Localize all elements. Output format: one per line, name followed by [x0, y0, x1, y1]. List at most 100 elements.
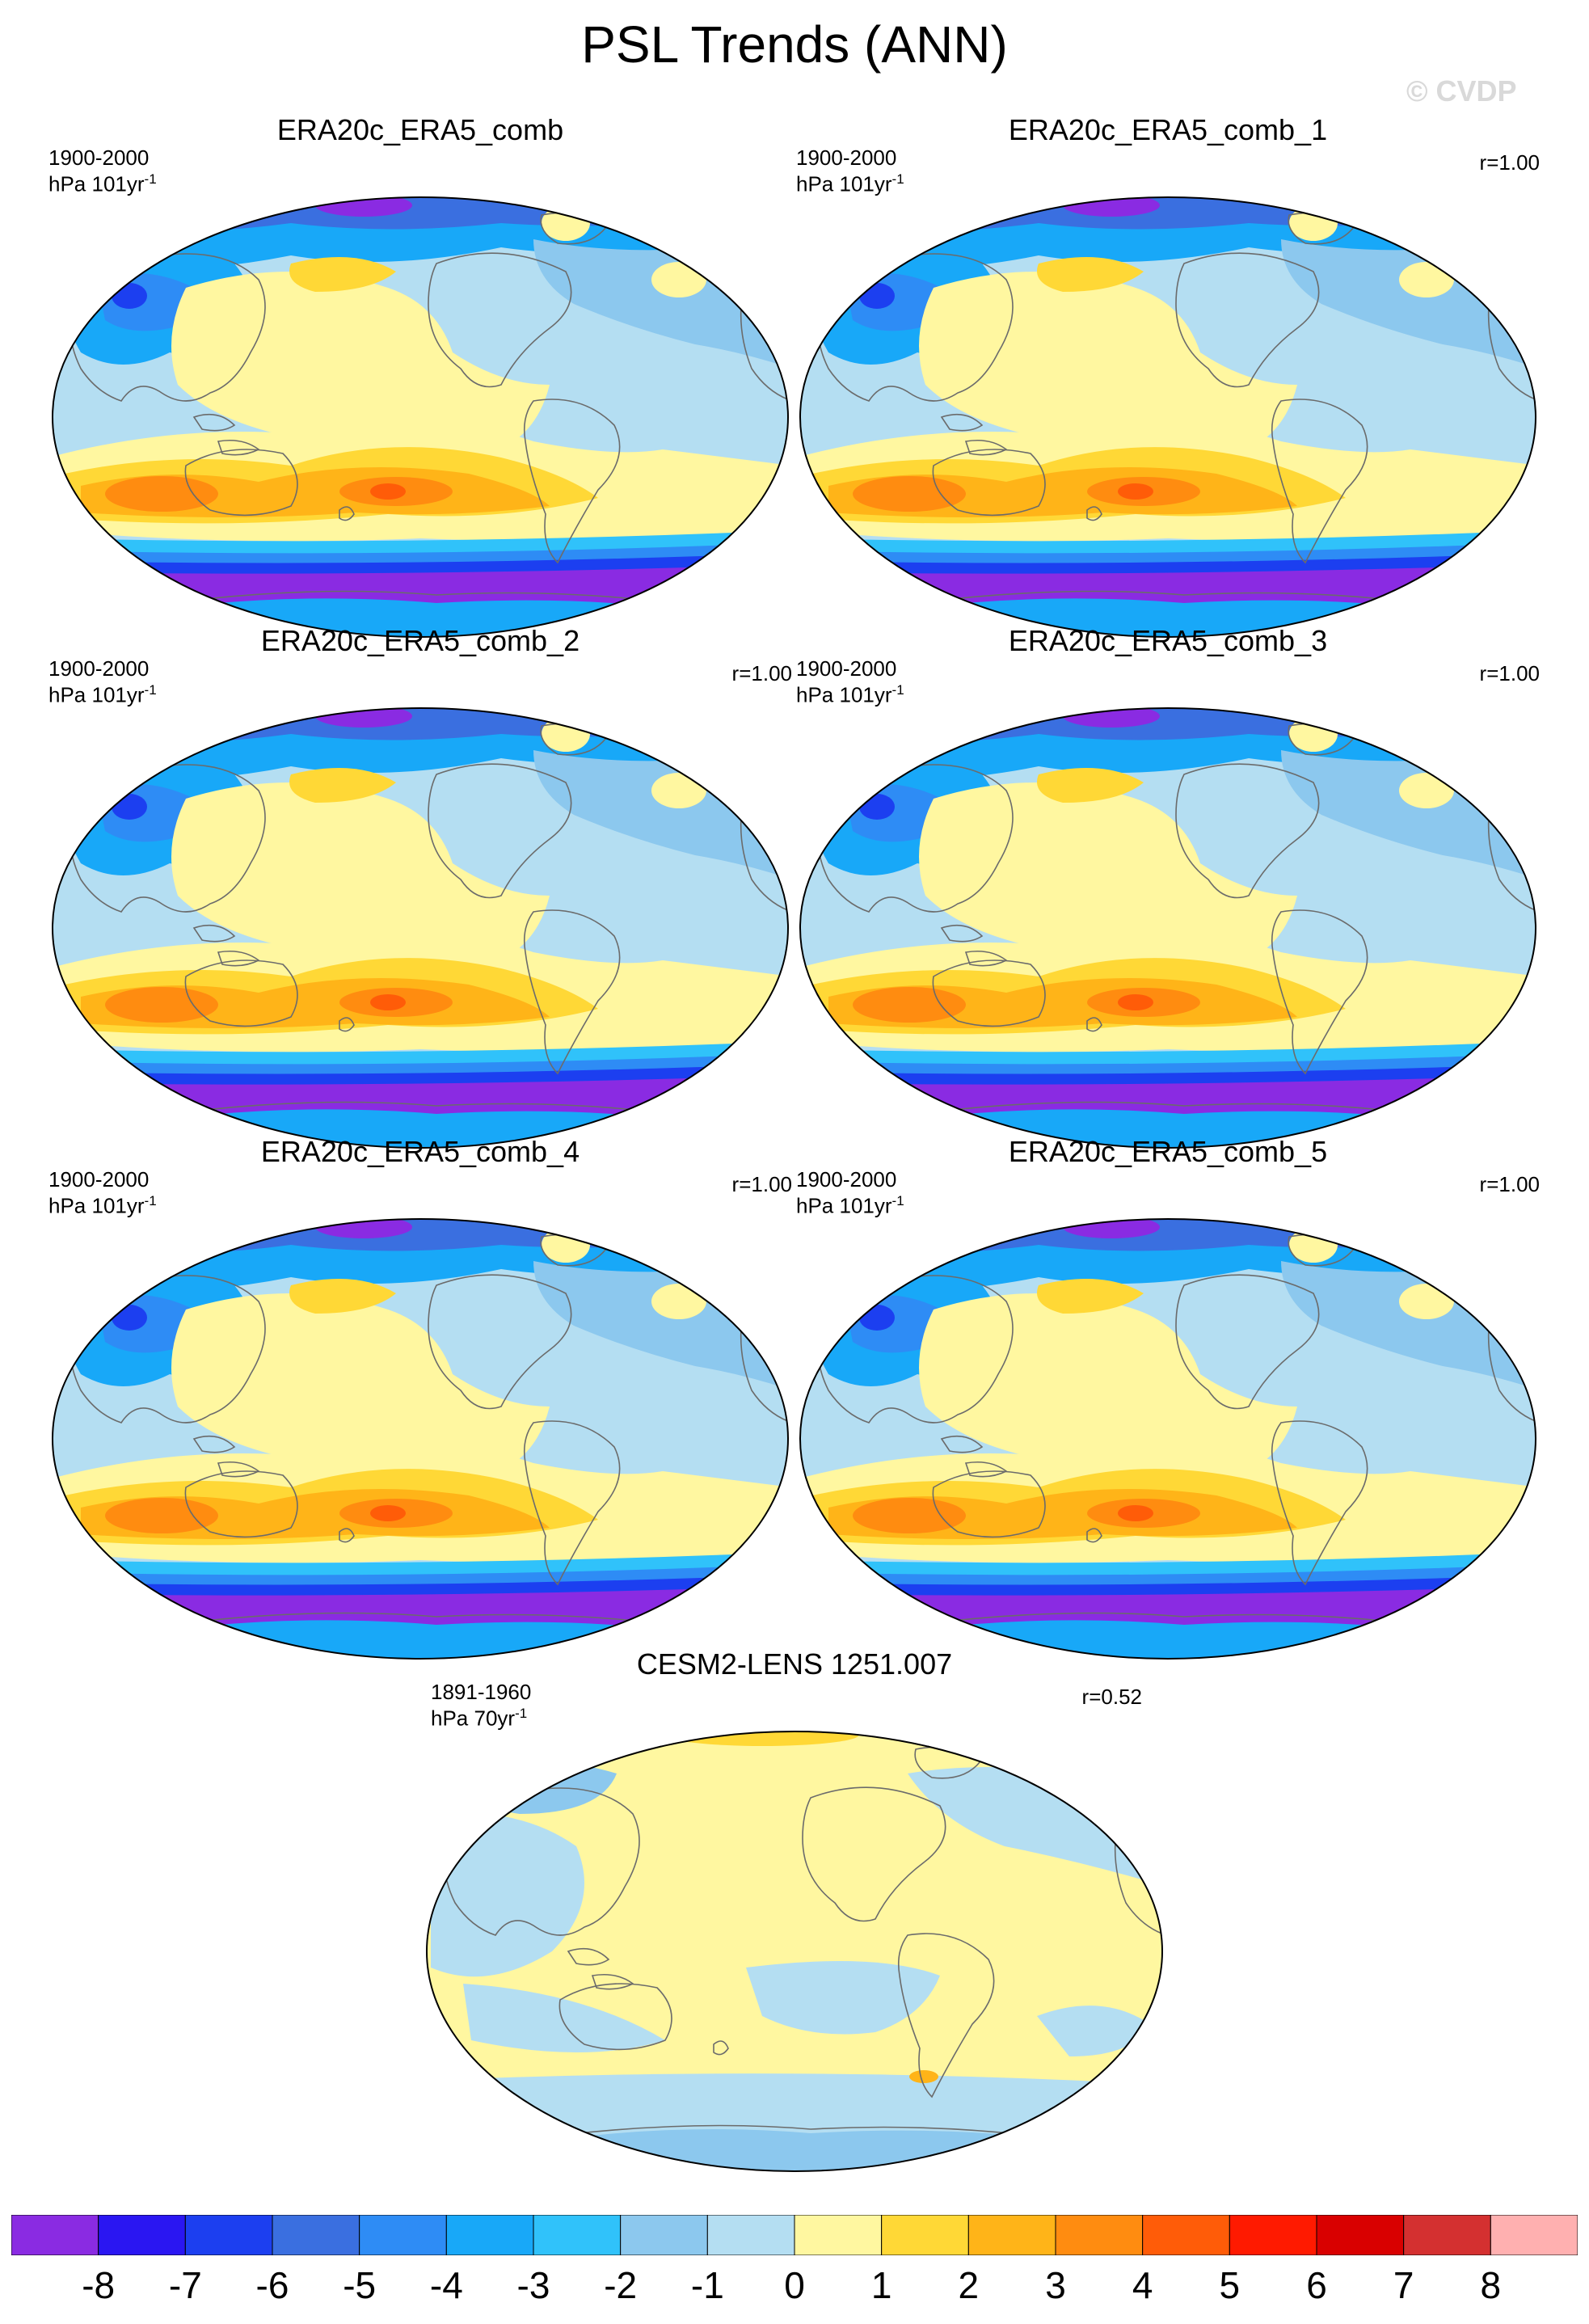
- colorbar-swatch: [967, 2215, 1056, 2255]
- coastline: [713, 2040, 729, 2056]
- map-border: [52, 196, 789, 638]
- field-blob: [463, 1984, 665, 2052]
- colorbar-swatch: [11, 2215, 99, 2255]
- colorbar-tick-label: 0: [784, 2264, 805, 2306]
- coastline: [1175, 763, 1320, 899]
- colorbar-swatch: [881, 2215, 969, 2255]
- coastline: [1271, 399, 1368, 564]
- colorbar-tick-label: 1: [870, 2264, 892, 2306]
- field-blob: [651, 262, 706, 297]
- coastline: [1086, 506, 1102, 521]
- units-label: hPa 101yr-1: [796, 682, 904, 707]
- map-panel: ERA20c_ERA5_comb_3 1900-2000 hPa 101yr-1…: [796, 624, 1540, 1149]
- field-blob: [746, 1961, 940, 2035]
- correlation-label: r=1.00: [1479, 150, 1540, 175]
- coastline: [192, 924, 236, 943]
- map-border: [52, 1218, 789, 1660]
- coastline: [940, 924, 984, 943]
- colorbar-swatch: [1055, 2215, 1144, 2255]
- coastline: [339, 506, 355, 521]
- map-border: [799, 707, 1536, 1149]
- colorbar-tick-label: -7: [168, 2264, 202, 2306]
- field-blob: [112, 794, 147, 820]
- colorbar-swatch: [184, 2215, 273, 2255]
- coastline: [428, 1274, 572, 1410]
- colorbar-swatch: [98, 2215, 186, 2255]
- field-blob: [171, 1293, 550, 1479]
- map-panel: ERA20c_ERA5_comb_4 1900-2000 hPa 101yr-1…: [48, 1135, 792, 1660]
- field-blob: [919, 782, 1297, 968]
- field-blob: [1399, 1284, 1454, 1319]
- colorbar-tick-label: -8: [82, 2264, 116, 2306]
- coastline: [192, 1435, 236, 1453]
- coastline: [192, 413, 236, 432]
- coastline: [339, 1017, 355, 1032]
- field-blob: [853, 476, 966, 512]
- field-blob: [1399, 262, 1454, 297]
- robinson-map: [52, 196, 789, 638]
- map-panel: ERA20c_ERA5_comb_1 1900-2000 hPa 101yr-1…: [796, 113, 1540, 638]
- coastline: [940, 413, 984, 432]
- colorbar-tick-label: 4: [1132, 2264, 1153, 2306]
- robinson-map: [799, 707, 1536, 1149]
- field-blob: [909, 2070, 938, 2083]
- field-blob: [665, 1731, 859, 1746]
- field-blob: [1118, 1505, 1153, 1521]
- map-border: [52, 707, 789, 1149]
- colorbar-tick-label: 5: [1219, 2264, 1241, 2306]
- field-blob: [859, 794, 895, 820]
- period-label: 1900-2000: [48, 656, 150, 681]
- field-blob: [289, 768, 396, 803]
- units-label: hPa 101yr-1: [48, 171, 157, 196]
- field-blob: [370, 483, 406, 500]
- coastline: [897, 1933, 995, 2098]
- field-blob: [651, 1284, 706, 1319]
- colorbar-tick-label: -4: [429, 2264, 463, 2306]
- field-blob: [1118, 483, 1153, 500]
- period-label: 1900-2000: [796, 656, 897, 681]
- period-label: 1900-2000: [796, 146, 897, 170]
- correlation-label: r=1.00: [731, 1172, 792, 1196]
- robinson-map: [799, 1218, 1536, 1660]
- panel-title: ERA20c_ERA5_comb_4: [260, 1135, 580, 1168]
- colorbar-swatch: [1316, 2215, 1405, 2255]
- colorbar-swatch: [359, 2215, 447, 2255]
- map-border: [799, 196, 1536, 638]
- field-blob: [171, 782, 550, 968]
- robinson-map: [52, 1218, 789, 1660]
- field-blob: [105, 476, 218, 512]
- period-label: 1900-2000: [48, 146, 150, 170]
- colorbar-tick-label: -5: [343, 2264, 377, 2306]
- field-blob: [853, 987, 966, 1023]
- field-blob: [919, 1293, 1297, 1479]
- field-blob: [859, 283, 895, 309]
- field-blob: [1118, 994, 1153, 1010]
- correlation-label: r=0.52: [1081, 1685, 1142, 1709]
- field-blob: [1037, 1279, 1144, 1314]
- coastline: [940, 1435, 984, 1453]
- field-blob: [105, 987, 218, 1023]
- coastline: [523, 1420, 621, 1586]
- period-label: 1891-1960: [431, 1680, 532, 1704]
- panel-title: ERA20c_ERA5_comb_2: [260, 624, 580, 657]
- coastline: [184, 960, 298, 1027]
- watermark: © CVDP: [1406, 74, 1517, 108]
- colorbar-tick-label: -6: [255, 2264, 289, 2306]
- colorbar-tick-label: 7: [1393, 2264, 1414, 2306]
- robinson-map: [799, 196, 1536, 638]
- units-label: hPa 101yr-1: [48, 682, 157, 707]
- field-blob: [289, 257, 396, 292]
- field-blob: [853, 1498, 966, 1533]
- coastline: [567, 1947, 610, 1966]
- coastline: [802, 1786, 946, 1922]
- field-blob: [651, 773, 706, 808]
- map-panel: CESM2-LENS 1251.007 1891-1960 hPa 70yr-1…: [423, 1647, 1166, 2172]
- panel-title: ERA20c_ERA5_comb_5: [1008, 1135, 1328, 1168]
- colorbar-swatch: [1490, 2215, 1578, 2255]
- map-panel: ERA20c_ERA5_comb_5 1900-2000 hPa 101yr-1…: [796, 1135, 1540, 1660]
- coastline: [428, 252, 572, 388]
- coastline: [1086, 1528, 1102, 1543]
- map-panel: ERA20c_ERA5_comb 1900-2000 hPa 101yr-1: [48, 113, 792, 638]
- colorbar-swatch: [706, 2215, 795, 2255]
- field-blob: [431, 1812, 584, 1977]
